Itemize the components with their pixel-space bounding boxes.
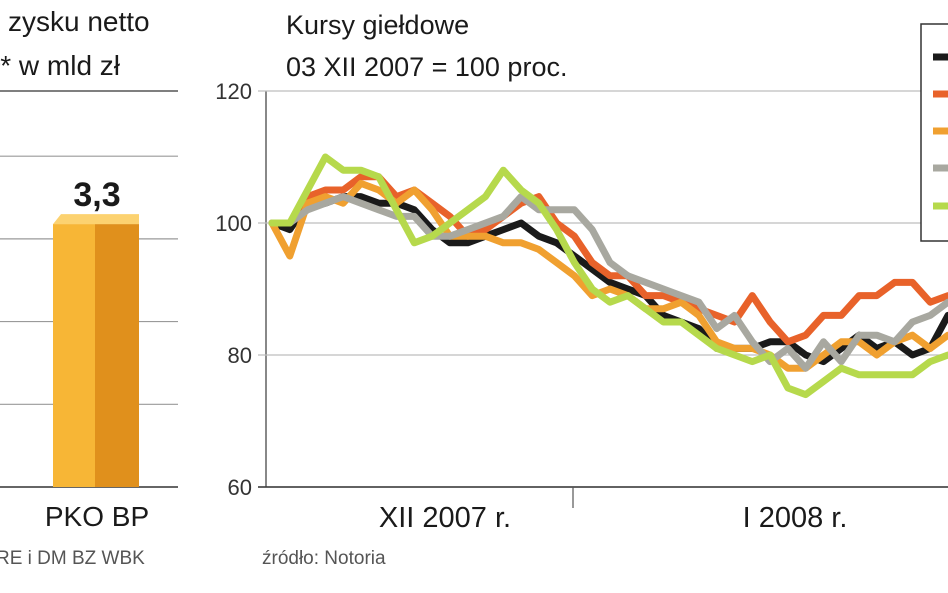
line-chart: 60 80 100 120 XII 2007 r. I 2008 r.	[215, 23, 948, 534]
bar-side	[95, 224, 139, 487]
bar-top	[53, 214, 139, 225]
y-tick-label: 120	[215, 79, 252, 104]
y-tick-label: 80	[228, 343, 252, 368]
bar-category-label: PKO BP	[45, 501, 149, 532]
left-chart-title-line1: zysku netto	[8, 6, 150, 37]
x-axis-label: XII 2007 r.	[379, 502, 511, 534]
source-note: źródło: Notoria	[262, 548, 386, 569]
left-source-note: RE i DM BZ WBK	[0, 548, 145, 569]
legend	[920, 23, 948, 242]
x-axis-label: I 2008 r.	[743, 502, 848, 534]
bar-front	[53, 224, 95, 487]
chart-title: Kursy giełdowe	[286, 10, 470, 40]
chart-subtitle: 03 XII 2007 = 100 proc.	[286, 52, 568, 82]
series-line	[268, 193, 948, 372]
y-tick-label: 100	[215, 211, 252, 236]
series-line	[268, 153, 948, 399]
left-chart-title-line2: ł* w mld zł	[0, 50, 121, 81]
y-tick-label: 60	[228, 475, 252, 500]
bar-value-label: 3,3	[73, 176, 120, 214]
